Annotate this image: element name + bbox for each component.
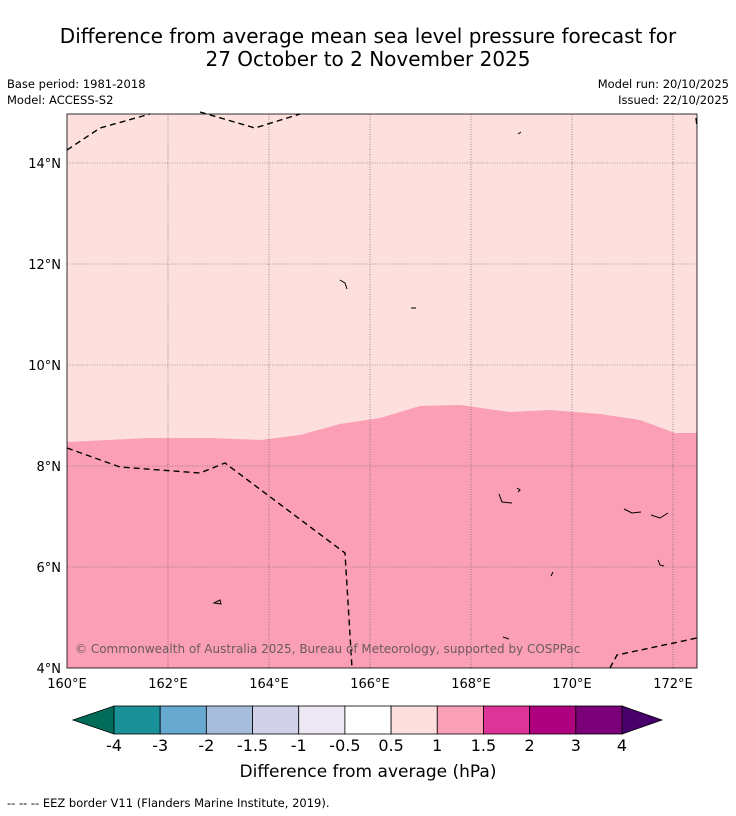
- colorbar-tick-label: 1.5: [470, 736, 497, 755]
- colorbar-tick-label: -2: [198, 736, 215, 755]
- islands: [212, 131, 669, 640]
- colorbar-title: Difference from average (hPa): [239, 762, 497, 782]
- title-line-1: Difference from average mean sea level p…: [59, 24, 677, 48]
- lat-label: 14°N: [28, 157, 61, 172]
- model-name: Model: ACCESS-S2: [7, 93, 114, 107]
- lon-label: 164°E: [249, 677, 289, 692]
- colorbar-tick-label: -1.5: [236, 736, 269, 755]
- colorbar-tick-label: 1: [432, 736, 443, 755]
- lon-label: 166°E: [350, 677, 390, 692]
- colorbar-bin: [252, 705, 300, 735]
- eez-border: [66, 111, 698, 669]
- lon-label: 172°E: [653, 677, 693, 692]
- lat-label: 8°N: [37, 460, 62, 475]
- lon-label: 170°E: [552, 677, 592, 692]
- colorbar-tick-label: -1: [290, 736, 307, 755]
- colorbar-under-triangle: [71, 705, 115, 735]
- axis-labels: 160°E 162°E 164°E 166°E 168°E 170°E 172°E 14°N 1…: [28, 157, 693, 692]
- lat-label: 12°N: [28, 258, 61, 273]
- colorbar-tick-label: 4: [616, 736, 628, 755]
- map-frame: [66, 113, 698, 669]
- colorbar-bin: [483, 705, 531, 735]
- model-run: Model run: 20/10/2025: [597, 77, 729, 91]
- colorbar-bin: [298, 705, 346, 735]
- map: © Commonwealth of Australia 2025, Bureau…: [28, 111, 698, 692]
- colorbar: [71, 705, 664, 735]
- colorbar-tick-label: 3: [570, 736, 581, 755]
- colorbar-bin: [159, 705, 207, 735]
- lat-label: 10°N: [28, 359, 61, 374]
- graticule: [67, 114, 697, 668]
- colorbar-tick-label: -0.5: [329, 736, 361, 755]
- colorbar-over-triangle: [621, 705, 664, 735]
- lat-label: 4°N: [37, 662, 62, 677]
- lat-label: 6°N: [37, 561, 62, 576]
- colorbar-bin: [205, 705, 253, 735]
- colorbar-bin: [344, 705, 392, 735]
- colorbar-bin: [113, 705, 161, 735]
- copyright-text: © Commonwealth of Australia 2025, Bureau…: [75, 642, 580, 656]
- title-line-2: 27 October to 2 November 2025: [205, 47, 531, 71]
- colorbar-tick-label: -3: [152, 736, 169, 755]
- lon-label: 168°E: [451, 677, 491, 692]
- south-band: [67, 405, 697, 668]
- base-period: Base period: 1981-2018: [7, 77, 146, 91]
- lon-label: 162°E: [148, 677, 188, 692]
- colorbar-tick-label: -4: [106, 736, 122, 755]
- colorbar-bin: [390, 705, 438, 735]
- colorbar-bin: [436, 705, 484, 735]
- colorbar-bin: [529, 705, 577, 735]
- colorbar-tick-label: 2: [524, 736, 535, 755]
- colorbar-bin: [575, 705, 623, 735]
- colorbar-tick-label: 0.5: [378, 736, 404, 755]
- lon-label: 160°E: [47, 677, 87, 692]
- eez-legend: -- -- -- EEZ border V11 (Flanders Marine…: [7, 796, 330, 810]
- issued-date: Issued: 22/10/2025: [618, 93, 729, 107]
